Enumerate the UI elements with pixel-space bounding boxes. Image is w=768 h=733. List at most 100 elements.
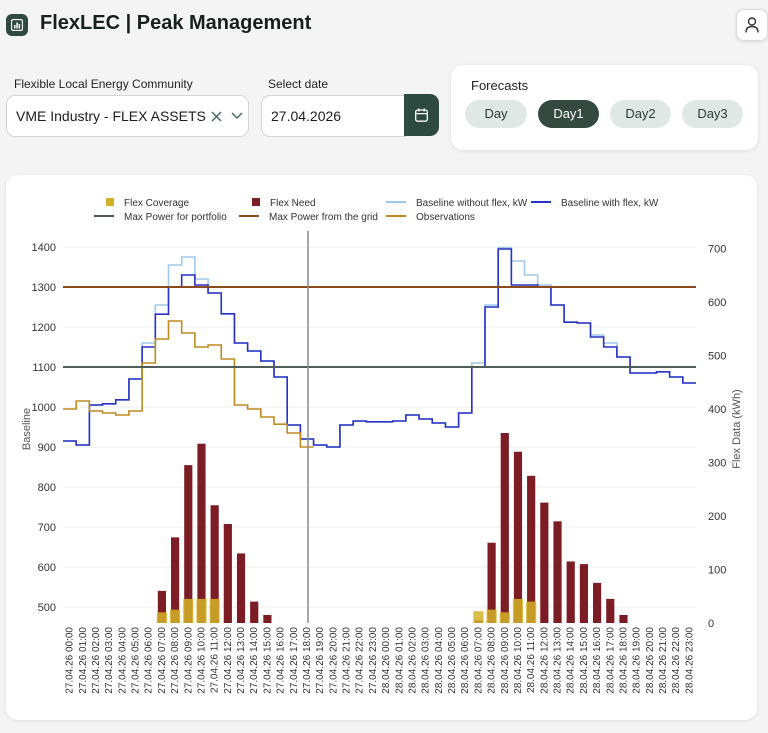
flex-need-bar [579, 564, 588, 623]
legend-label-flex-coverage: Flex Coverage [124, 198, 189, 209]
x-tick-label: 28.04.26 16:00 [592, 627, 603, 694]
x-tick-label: 27.04.26 12:00 [223, 627, 234, 694]
flex-need-bar [197, 443, 206, 623]
y-left-tick-label: 700 [38, 522, 56, 534]
y-left-tick-label: 900 [38, 442, 56, 454]
chevron-down-icon[interactable] [231, 112, 243, 120]
y-right-tick-label: 0 [708, 618, 714, 630]
y-left-tick-label: 1400 [32, 242, 56, 254]
user-button[interactable] [736, 9, 768, 41]
legend-label-max-grid: Max Power from the grid [269, 212, 378, 223]
flex-need-bar [223, 523, 232, 623]
x-tick-label: 27.04.26 17:00 [289, 627, 300, 694]
x-tick-label: 27.04.26 00:00 [65, 627, 76, 694]
forecast-tab-day2[interactable]: Day2 [610, 100, 671, 128]
flex-coverage-bar [473, 611, 484, 623]
calendar-icon [415, 108, 428, 122]
legend-label-observations: Observations [416, 212, 475, 223]
peak-chart: 500 600 700 800 900 1000 1100 1200 1300 1400 0 100 2… [21, 198, 743, 694]
x-tick-label: 27.04.26 20:00 [328, 627, 339, 694]
date-value: 27.04.2026 [271, 108, 342, 124]
flex-need-bar [593, 582, 602, 623]
community-label: Flexible Local Energy Community [14, 77, 193, 91]
x-tick-label: 28.04.26 06:00 [460, 627, 471, 694]
flex-need-bar [184, 465, 193, 623]
flex-need-bar [487, 542, 496, 623]
x-tick-label: 27.04.26 01:00 [78, 627, 89, 694]
flex-need-bar [250, 601, 259, 623]
x-tick-label: 27.04.26 16:00 [276, 627, 287, 694]
calendar-button[interactable] [404, 94, 439, 136]
flex-need-bar [171, 537, 180, 623]
flex-need-bar [210, 505, 219, 623]
x-tick-label: 28.04.26 04:00 [434, 627, 445, 694]
y-left-tick-label: 800 [38, 482, 56, 494]
baseline-with-flex-line [63, 248, 696, 448]
x-tick-label: 28.04.26 12:00 [539, 627, 550, 694]
x-tick-label: 28.04.26 18:00 [618, 627, 629, 694]
x-tick-label: 28.04.26 19:00 [632, 627, 643, 694]
flex-coverage-bar [486, 609, 497, 623]
legend-swatch-flex-coverage [106, 198, 114, 206]
flex-need-bar [553, 521, 562, 623]
y-right-tick-label: 300 [708, 457, 726, 469]
x-tick-label: 28.04.26 00:00 [381, 627, 392, 694]
x-tick-label: 27.04.26 10:00 [196, 627, 207, 694]
x-tick-label: 27.04.26 11:00 [210, 627, 221, 693]
flex-coverage-bar [156, 612, 167, 623]
top-bar: FlexLEC | Peak Management [0, 0, 768, 52]
x-tick-label: 27.04.26 09:00 [183, 627, 194, 694]
legend-label-flex-need: Flex Need [270, 198, 316, 209]
x-tick-label: 28.04.26 11:00 [526, 627, 537, 693]
x-tick-label: 28.04.26 05:00 [447, 627, 458, 694]
page-title: FlexLEC | Peak Management [40, 12, 312, 34]
flex-coverage-bar [183, 598, 194, 623]
x-tick-label: 27.04.26 18:00 [302, 627, 313, 694]
date-label: Select date [268, 77, 329, 91]
flex-need-bar [527, 475, 536, 623]
forecast-tab-day[interactable]: Day [465, 100, 527, 128]
flex-coverage-bar [209, 598, 220, 623]
legend-label-baseline-with: Baseline with flex, kW [561, 198, 659, 209]
flex-need-bar [566, 561, 575, 623]
x-tick-label: 27.04.26 19:00 [315, 627, 326, 694]
x-tick-label: 28.04.26 03:00 [421, 627, 432, 694]
forecast-panel: Forecasts Day Day1 Day2 Day3 [451, 65, 758, 150]
flex-need-bar [500, 433, 509, 623]
observations-line [63, 320, 314, 448]
legend-swatch-flex-need [252, 198, 260, 206]
community-select[interactable]: VME Industry - FLEX ASSETS [6, 95, 249, 137]
x-tick-label: 28.04.26 23:00 [684, 627, 695, 694]
x-tick-label: 28.04.26 02:00 [407, 627, 418, 694]
x-tick-label: 28.04.26 09:00 [500, 627, 511, 694]
x-tick-label: 28.04.26 20:00 [645, 627, 656, 694]
y-left-tick-label: 600 [38, 562, 56, 574]
forecast-tab-day1[interactable]: Day1 [538, 100, 599, 128]
x-tick-label: 27.04.26 22:00 [355, 627, 366, 694]
clear-icon[interactable] [211, 111, 222, 122]
x-tick-label: 27.04.26 04:00 [117, 627, 128, 694]
flex-need-bar [540, 502, 549, 623]
x-tick-label: 27.04.26 07:00 [157, 627, 168, 694]
community-value: VME Industry - FLEX ASSETS [16, 108, 206, 124]
forecast-tab-day3[interactable]: Day3 [682, 100, 743, 128]
x-tick-label: 28.04.26 07:00 [473, 627, 484, 694]
y-left-tick-label: 1000 [32, 402, 56, 414]
x-tick-label: 28.04.26 13:00 [553, 627, 564, 694]
y-right-tick-label: 600 [708, 297, 726, 309]
flex-need-bar [606, 598, 615, 623]
flex-need-bar [236, 553, 246, 623]
y-right-tick-label: 700 [708, 243, 726, 255]
x-tick-label: 27.04.26 13:00 [236, 627, 247, 694]
x-tick-label: 27.04.26 06:00 [144, 627, 155, 694]
x-tick-label: 28.04.26 10:00 [513, 627, 524, 694]
user-icon [745, 17, 759, 33]
date-input[interactable]: 27.04.2026 [261, 95, 406, 137]
y-right-tick-label: 500 [708, 350, 726, 362]
y-right-tick-label: 100 [708, 564, 726, 576]
y-left-tick-label: 500 [38, 602, 56, 614]
x-tick-label: 27.04.26 15:00 [262, 627, 273, 694]
flex-coverage-bar [170, 609, 181, 623]
flex-coverage-bar [512, 598, 524, 623]
x-tick-label: 28.04.26 21:00 [658, 627, 669, 694]
